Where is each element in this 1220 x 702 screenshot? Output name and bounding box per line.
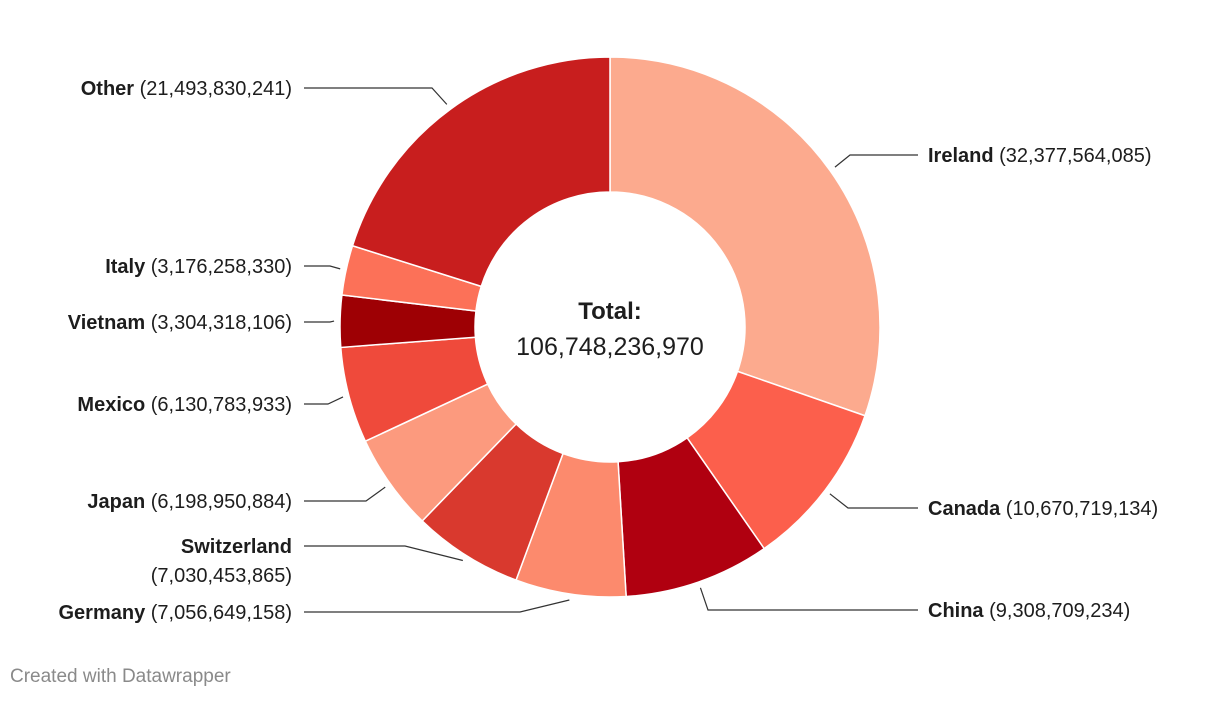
center-title: Total:: [578, 298, 642, 325]
label-china: China (9,308,709,234): [928, 600, 1130, 622]
label-name-canada: Canada: [928, 498, 1001, 520]
label-mexico: Mexico (6,130,783,933): [77, 394, 292, 416]
slice-other: [351, 56, 611, 288]
leader-line-china: [699, 587, 918, 611]
label-name-germany: Germany: [59, 602, 147, 624]
slice-ireland: [609, 56, 881, 417]
label-value-italy: (3,176,258,330): [145, 256, 292, 278]
label-value-japan: (6,198,950,884): [145, 491, 292, 513]
label-value-ireland: (32,377,564,085): [994, 145, 1152, 167]
label-vietnam: Vietnam (3,304,318,106): [68, 312, 292, 334]
label-japan: Japan (6,198,950,884): [87, 491, 292, 513]
label-value-vietnam: (3,304,318,106): [145, 312, 292, 334]
label-name-japan: Japan: [87, 491, 145, 513]
label-value-switzerland: (7,030,453,865): [151, 565, 292, 587]
label-canada: Canada (10,670,719,134): [928, 498, 1158, 520]
leader-line-other: [304, 87, 448, 105]
label-value-other: (21,493,830,241): [134, 78, 292, 100]
label-name-switzerland: Switzerland: [181, 536, 292, 558]
label-value-mexico: (6,130,783,933): [145, 394, 292, 416]
leader-line-mexico: [304, 396, 344, 405]
label-other: Other (21,493,830,241): [81, 78, 292, 100]
label-name-vietnam: Vietnam: [68, 312, 145, 334]
footer-credit: Created with Datawrapper: [10, 666, 231, 687]
label-value-canada: (10,670,719,134): [1000, 498, 1158, 520]
leader-line-vietnam: [304, 320, 335, 323]
label-ireland: Ireland (32,377,564,085): [928, 145, 1151, 167]
leader-line-japan: [304, 486, 386, 502]
label-name-italy: Italy: [105, 256, 146, 278]
label-italy: Italy (3,176,258,330): [105, 256, 292, 278]
leader-line-germany: [304, 599, 570, 613]
label-value-china: (9,308,709,234): [984, 600, 1131, 622]
label-name-china: China: [928, 600, 984, 622]
leader-line-ireland: [834, 154, 918, 168]
leader-line-switzerland: [304, 545, 463, 562]
label-name-mexico: Mexico: [77, 394, 145, 416]
leader-line-canada: [829, 493, 918, 509]
center-total-value: 106,748,236,970: [516, 333, 704, 361]
label-value-germany: (7,056,649,158): [145, 602, 292, 624]
label-name-other: Other: [81, 78, 135, 100]
label-name-ireland: Ireland: [928, 145, 994, 167]
label-germany: Germany (7,056,649,158): [59, 602, 293, 624]
leader-line-italy: [304, 265, 341, 270]
